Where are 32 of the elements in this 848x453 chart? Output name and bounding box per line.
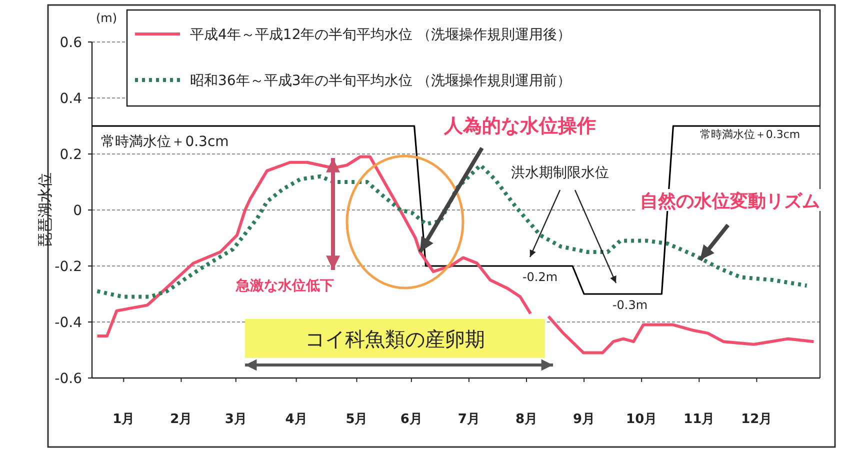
x-tick-label: 11月 xyxy=(684,412,715,427)
annotation: 急激な水位低下 xyxy=(235,278,334,294)
annotation: 常時満水位＋0.3cm xyxy=(101,134,229,150)
legend-label: 平成4年～平成12年の半旬平均水位 （洗堰操作規則運用後） xyxy=(190,27,572,43)
annotation: -0.3m xyxy=(612,298,648,312)
annotation: 人為的な水位操作 xyxy=(443,115,596,137)
annotation: -0.2m xyxy=(522,270,558,284)
x-tick-label: 12月 xyxy=(741,412,772,427)
y-tick-label: -0.6 xyxy=(54,371,82,387)
y-tick-label: 0.4 xyxy=(60,91,82,107)
x-tick-label: 2月 xyxy=(170,412,192,427)
annotation: コイ科魚類の産卵期 xyxy=(305,327,485,351)
x-tick-label: 1月 xyxy=(112,412,135,427)
y-tick-label: 0.2 xyxy=(60,147,82,163)
x-tick-label: 4月 xyxy=(285,412,308,427)
y-tick-label: 0 xyxy=(73,203,82,219)
text: (m) xyxy=(96,11,118,25)
legend-label: 昭和36年～平成3年の半旬平均水位 （洗堰操作規則運用前） xyxy=(190,73,572,89)
x-tick-label: 8月 xyxy=(515,412,538,427)
annotation: 洪水期制限水位 xyxy=(511,165,609,181)
x-tick-label: 7月 xyxy=(458,412,480,427)
annotation: 常時満水位＋0.3cm xyxy=(700,128,800,141)
y-axis-title: 琵琶湖水位 xyxy=(36,172,54,248)
y-tick-label: -0.2 xyxy=(54,259,82,275)
x-tick-label: 10月 xyxy=(626,412,658,427)
x-tick-label: 9月 xyxy=(573,412,596,427)
y-tick-label: -0.4 xyxy=(54,315,82,331)
y-tick-label: 0.6 xyxy=(60,35,82,51)
x-tick-label: 6月 xyxy=(400,412,422,427)
x-tick-label: 5月 xyxy=(346,412,368,427)
x-tick-label: 3月 xyxy=(224,412,247,427)
annotation: 自然の水位変動リズム xyxy=(640,191,820,212)
